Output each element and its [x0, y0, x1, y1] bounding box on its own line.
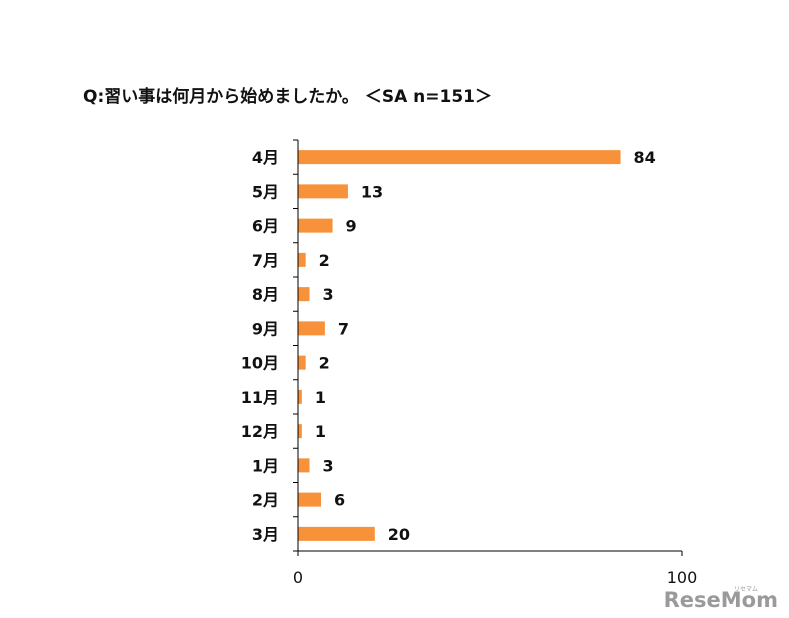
bar-12月: [298, 424, 302, 439]
value-label: 13: [361, 182, 383, 201]
category-label: 3月: [252, 525, 279, 544]
bar-1月: [298, 458, 310, 473]
value-label: 3: [323, 456, 334, 475]
bar-11月: [298, 389, 302, 404]
category-label: 1月: [252, 456, 279, 475]
value-label: 1: [315, 388, 326, 407]
category-label: 4月: [252, 148, 279, 167]
chart-title: Q:習い事は何月から始めましたか。 ＜SA n=151＞: [83, 86, 492, 107]
value-label: 6: [334, 491, 345, 510]
value-label: 3: [323, 285, 334, 304]
value-label: 20: [388, 525, 410, 544]
value-label: 2: [319, 251, 330, 270]
x-tick-label: 100: [667, 568, 698, 587]
bar-8月: [298, 287, 310, 302]
x-tick-label: 0: [293, 568, 303, 587]
bar-3月: [298, 526, 375, 541]
category-label: 2月: [252, 491, 279, 510]
category-label: 12月: [241, 422, 279, 441]
value-label: 9: [346, 217, 357, 236]
category-label: 7月: [252, 251, 279, 270]
category-labels: 4月 5月 6月 7月 8月 9月 10月 11月 12月 1月 2月 3月: [241, 148, 279, 544]
watermark-main: ReseMom: [664, 588, 778, 612]
value-label: 7: [338, 319, 349, 338]
value-label: 84: [634, 148, 656, 167]
category-label: 11月: [241, 388, 279, 407]
value-label: 2: [319, 354, 330, 373]
category-label: 5月: [252, 182, 279, 201]
category-label: 8月: [252, 285, 279, 304]
bar-10月: [298, 355, 306, 370]
category-label: 6月: [252, 217, 279, 236]
bar-5月: [298, 184, 348, 199]
watermark-logo: リセマム ReseMom: [664, 586, 778, 612]
bar-7月: [298, 252, 306, 267]
bar-6月: [298, 218, 333, 233]
x-axis-ticks: 0 100: [293, 139, 698, 587]
watermark-sub: リセマム: [734, 586, 758, 593]
category-label: 10月: [241, 354, 279, 373]
bar-2月: [298, 492, 322, 507]
bar-9月: [298, 321, 325, 336]
bars-group: [298, 150, 621, 541]
value-label: 1: [315, 422, 326, 441]
bar-4月: [298, 150, 621, 165]
category-label: 9月: [252, 319, 279, 338]
